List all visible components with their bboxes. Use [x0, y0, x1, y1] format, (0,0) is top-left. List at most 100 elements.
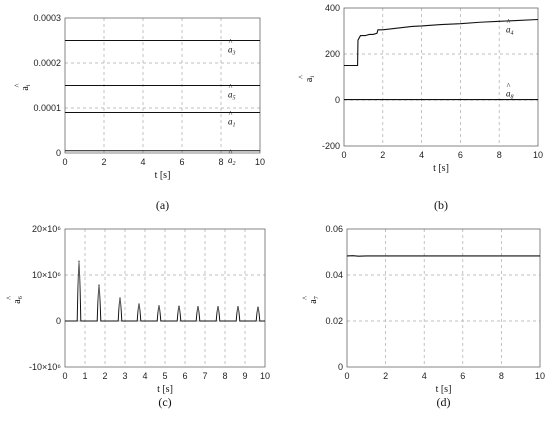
y-tick-label: 0.0002 [33, 58, 61, 68]
x-tick-label: 8 [499, 371, 504, 381]
x-tick-label: 6 [182, 371, 187, 381]
chart-panel-d: 0 2 4 6 8 10 0 0.02 0.04 0.06 t [s] ^a7 (d) [301, 224, 545, 409]
y-axis-letter: a [308, 299, 319, 304]
y-tick-label: 0 [56, 316, 61, 326]
peak-point [119, 297, 121, 299]
plot-frame [346, 228, 541, 368]
y-tick-label: 400 [325, 3, 340, 13]
series-label-text: a5 [228, 90, 236, 102]
x-tick-label: 0 [341, 150, 346, 160]
series-label-sub: 1 [233, 123, 236, 129]
x-tick-label: 10 [260, 371, 270, 381]
y-tick-label: 0.0001 [33, 103, 61, 113]
y-axis-subscript: 7 [314, 296, 320, 299]
y-tick-label: 0.06 [325, 224, 343, 234]
y-tick-label: 0 [56, 148, 61, 158]
y-axis-hat: ^ [5, 296, 14, 300]
x-tick-label: 2 [380, 150, 385, 160]
x-tick-label: 10 [535, 371, 545, 381]
hat-glyph: ^ [229, 83, 233, 92]
hat-glyph: ^ [229, 148, 233, 157]
x-tick-label: 5 [162, 371, 167, 381]
x-tick-label: 2 [101, 157, 106, 167]
x-tick-label: 6 [179, 157, 184, 167]
series-label-sub: 8 [511, 95, 514, 101]
y-axis-letter: a [12, 299, 23, 304]
grid-lines [65, 229, 265, 367]
x-tick-label: 8 [222, 371, 227, 381]
y-tick-label: -200 [322, 141, 340, 151]
series-label-sub: 3 [232, 51, 236, 57]
x-tick-label: 0 [62, 371, 67, 381]
x-tick-label: 2 [102, 371, 107, 381]
y-axis-label: ^a6 [5, 296, 24, 304]
series-label-text: a4 [506, 25, 514, 37]
y-axis-hat: ^ [301, 296, 310, 300]
series-label-â1: ^a1 [228, 110, 236, 129]
y-axis-subscript: 6 [18, 296, 24, 299]
x-tick-label: 10 [533, 150, 543, 160]
y-tick-label: -10×10⁶ [29, 362, 61, 372]
peak-point [217, 306, 219, 308]
series-label-sub: 4 [511, 30, 514, 37]
x-tick-label: 8 [218, 157, 223, 167]
x-axis-label: t [s] [157, 384, 173, 395]
peak-point [138, 303, 140, 305]
x-tick-label: 2 [383, 371, 388, 381]
y-axis-subscript: i [26, 84, 32, 86]
x-tick-label: 3 [122, 371, 127, 381]
x-tick-label: 4 [422, 371, 427, 381]
y-tick-label: 10×10⁶ [32, 270, 61, 280]
y-axis-label: ^ai [297, 75, 316, 82]
x-axis-label: t [s] [155, 170, 171, 181]
series-label-text: a2 [228, 155, 236, 167]
hat-glyph: ^ [507, 18, 511, 27]
x-tick-label: 1 [82, 371, 87, 381]
x-axis-label: t [s] [433, 163, 449, 174]
y-axis-subscript: i [310, 76, 316, 78]
x-tick-label: 8 [497, 150, 502, 160]
y-tick-label: 20×10⁶ [32, 224, 61, 234]
hat-glyph: ^ [229, 38, 233, 47]
series-label-â3: ^a3 [228, 38, 236, 57]
x-tick-label: 4 [419, 150, 424, 160]
y-axis-label: ^a7 [301, 296, 320, 304]
peak-point [237, 306, 239, 308]
x-tick-label: 10 [255, 157, 265, 167]
x-tick-label: 4 [142, 371, 147, 381]
x-tick-label: 0 [344, 371, 349, 381]
y-tick-label: 0 [338, 362, 343, 372]
y-axis-label-text: ai [304, 76, 316, 82]
y-tick-label: 0 [335, 95, 340, 105]
x-tick-label: 4 [140, 157, 145, 167]
series-label-â8: ^a8 [506, 82, 514, 101]
grid-lines [347, 229, 540, 367]
peak-point [98, 284, 100, 286]
y-axis-letter: a [304, 77, 315, 82]
series-label-sub: 2 [233, 161, 236, 167]
peak-point [158, 305, 160, 307]
peak-point [257, 306, 259, 308]
y-axis-letter: a [20, 86, 31, 91]
y-tick-label: 0.0003 [33, 13, 61, 23]
y-axis-label-text: ai [20, 84, 32, 90]
x-axis-label: t [s] [436, 384, 452, 395]
series-line-â4 [344, 18, 539, 67]
y-axis-label-text: a7 [308, 296, 320, 303]
series-label-text: a3 [228, 45, 236, 57]
y-axis-label-text: a6 [12, 296, 24, 303]
y-tick-label: 0.04 [325, 270, 343, 280]
series-line-â6 [65, 260, 265, 322]
panel-label: (b) [434, 198, 448, 212]
y-tick-label: 0.02 [325, 316, 343, 326]
plot-frame [64, 228, 266, 368]
x-tick-label: 7 [202, 371, 207, 381]
x-tick-label: 0 [62, 157, 67, 167]
peak-point [178, 305, 180, 307]
panel-label: (c) [158, 395, 171, 409]
series-label-text: a8 [506, 89, 514, 101]
hat-glyph: ^ [507, 82, 511, 91]
